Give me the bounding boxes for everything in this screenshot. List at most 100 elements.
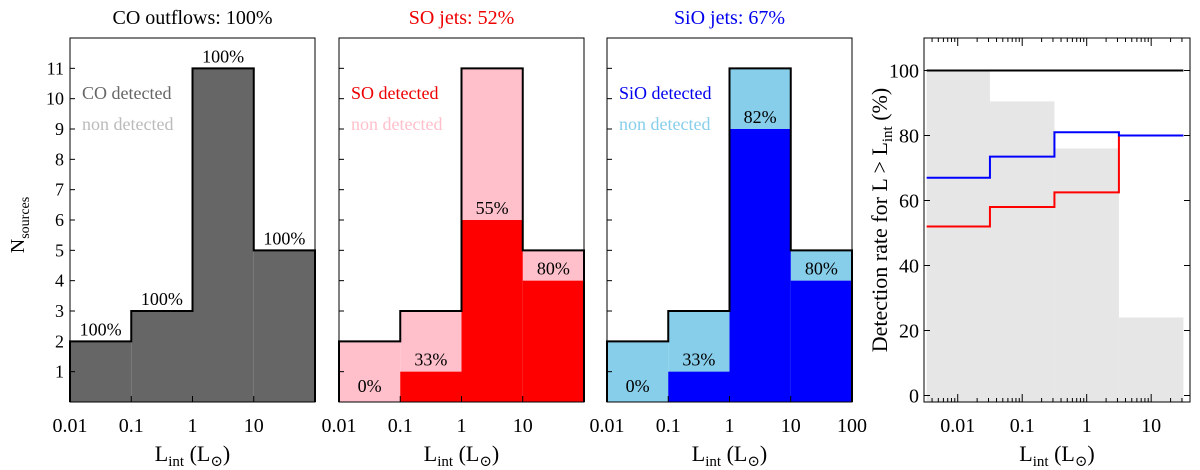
percent-label: 100% (202, 46, 244, 66)
x-tick-label: 0.01 (53, 415, 88, 437)
x-tick-label: 0.1 (1010, 415, 1035, 437)
legend-non-detected: non detected (351, 114, 442, 134)
histogram-panel-2: 0.01 0.1 1 10 0% 33% 55% 80% SO detected non dete… (322, 7, 585, 470)
bar-total-0.01-0.1 (339, 341, 401, 402)
legend-detected: CO detected (82, 83, 171, 103)
xlabel-unit: (L (184, 441, 210, 466)
x-tick-label: 10 (513, 415, 533, 437)
bar-detected-1-10 (461, 220, 523, 402)
percent-label: 100% (141, 289, 183, 309)
y-tick-label: 11 (47, 58, 64, 78)
sun-symbol: ⊙ (1075, 454, 1088, 470)
histogram-panel-1: 1 2 3 4 5 6 7 8 9 10 11 0.01 0.1 1 10 100% 100% 100% 100% C… (46, 7, 316, 470)
y-tick-label: 80 (899, 126, 919, 148)
series-line-SiO (926, 131, 1184, 179)
xlabel-unit: (L (453, 441, 479, 466)
x-tick-label: 0.1 (119, 415, 144, 437)
ylabel-subscript: sources (18, 197, 33, 239)
x-axis-label: Lint (L⊙) (155, 441, 230, 470)
x-tick-label: 10 (781, 415, 801, 437)
y-tick-label: 40 (899, 256, 919, 278)
percent-label: 0% (358, 376, 382, 396)
xlabel-unit-close: ) (760, 441, 767, 466)
x-axis-label: Lint (L⊙) (424, 441, 499, 470)
x-tick-label: 0.01 (322, 415, 357, 437)
percent-label: 82% (744, 107, 777, 127)
xlabel-unit-close: ) (223, 441, 230, 466)
background-bar (1118, 317, 1184, 402)
y-tick-label: 3 (55, 301, 64, 321)
bar-detected-0.1-1 (400, 371, 462, 402)
y-tick-label: 10 (46, 89, 64, 109)
percent-label: 100% (263, 228, 305, 248)
xlabel-main: L (692, 441, 705, 466)
x-tick-label: 1 (1082, 415, 1092, 437)
histogram-panel-3: 0.01 0.1 1 10 100 0% 33% 82% 80% SiO detected non … (590, 7, 868, 470)
x-tick-label: 1 (188, 415, 198, 437)
panel-title: CO outflows: 100% (113, 7, 273, 29)
y-tick-label: 2 (55, 331, 64, 351)
sun-symbol: ⊙ (210, 454, 223, 470)
xlabel-subscript: int (168, 454, 185, 470)
ylabel-unit: (%) (867, 88, 892, 126)
background-bar (1054, 148, 1119, 402)
y-tick-label: 8 (55, 149, 64, 169)
xlabel-main: L (1019, 441, 1032, 466)
bar-detected-10-100 (522, 280, 584, 402)
y-axis-label: Detection rate for L > Lint (%) (867, 88, 896, 352)
bar-detected-1-10 (729, 129, 791, 402)
background-bar (926, 70, 990, 402)
percent-label: 33% (414, 350, 447, 370)
x-axis-label: Lint (L⊙) (1019, 441, 1094, 470)
x-tick-label: 0.1 (656, 415, 681, 437)
y-tick-label: 9 (55, 119, 64, 139)
y-tick-label: 0 (909, 386, 919, 408)
xlabel-subscript: int (1033, 454, 1050, 470)
bar-detected-1-10 (192, 68, 254, 402)
bar-outline (338, 67, 585, 402)
sun-symbol: ⊙ (479, 454, 492, 470)
ylabel-subscript: int (880, 125, 896, 142)
panel-title: SiO jets: 67% (674, 7, 785, 29)
detection-rate-panel: 0 20 40 60 80 100 0.01 0.1 1 10 Lint (L⊙) Detection… (867, 37, 1191, 470)
bar-detected-0.01-0.1 (70, 341, 132, 402)
legend-detected: SiO detected (619, 83, 711, 103)
bar-detected-10-100 (790, 280, 852, 402)
x-tick-label: 10 (1141, 415, 1161, 437)
percent-label: 80% (805, 259, 838, 279)
background-bar (989, 101, 1055, 402)
y-axis-label: Nsources (7, 197, 33, 253)
bar-outline (69, 67, 316, 402)
xlabel-unit: (L (721, 441, 747, 466)
x-tick-label: 0.1 (388, 415, 413, 437)
percent-label: 100% (80, 319, 122, 339)
legend-detected: SO detected (351, 83, 438, 103)
y-tick-label: 6 (55, 210, 64, 230)
xlabel-main: L (424, 441, 437, 466)
x-tick-label: 0.01 (940, 415, 975, 437)
percent-label: 80% (537, 259, 570, 279)
x-tick-label: 100 (837, 415, 867, 437)
y-tick-label: 20 (899, 321, 919, 343)
x-axis-label: Lint (L⊙) (692, 441, 767, 470)
panel-border (923, 37, 1191, 403)
bar-detected-0.1-1 (131, 311, 193, 402)
y-tick-label: 60 (899, 191, 919, 213)
ylabel-main: N (7, 239, 29, 253)
bar-outline (606, 67, 853, 402)
panel-title: SO jets: 52% (409, 7, 515, 29)
bar-detected-0.1-1 (668, 371, 730, 402)
x-tick-label: 1 (725, 415, 735, 437)
bar-total-0.01-0.1 (607, 341, 669, 402)
y-tick-label: 5 (55, 240, 64, 260)
y-tick-label: 100 (889, 61, 919, 83)
y-tick-label: 1 (55, 362, 64, 382)
legend-non-detected: non detected (619, 114, 710, 134)
ylabel-main: Detection rate for L > L (867, 142, 892, 352)
xlabel-unit-close: ) (1087, 441, 1094, 466)
sun-symbol: ⊙ (747, 454, 760, 470)
legend-non-detected: non detected (82, 114, 173, 134)
x-tick-label: 10 (244, 415, 264, 437)
xlabel-unit: (L (1049, 441, 1075, 466)
